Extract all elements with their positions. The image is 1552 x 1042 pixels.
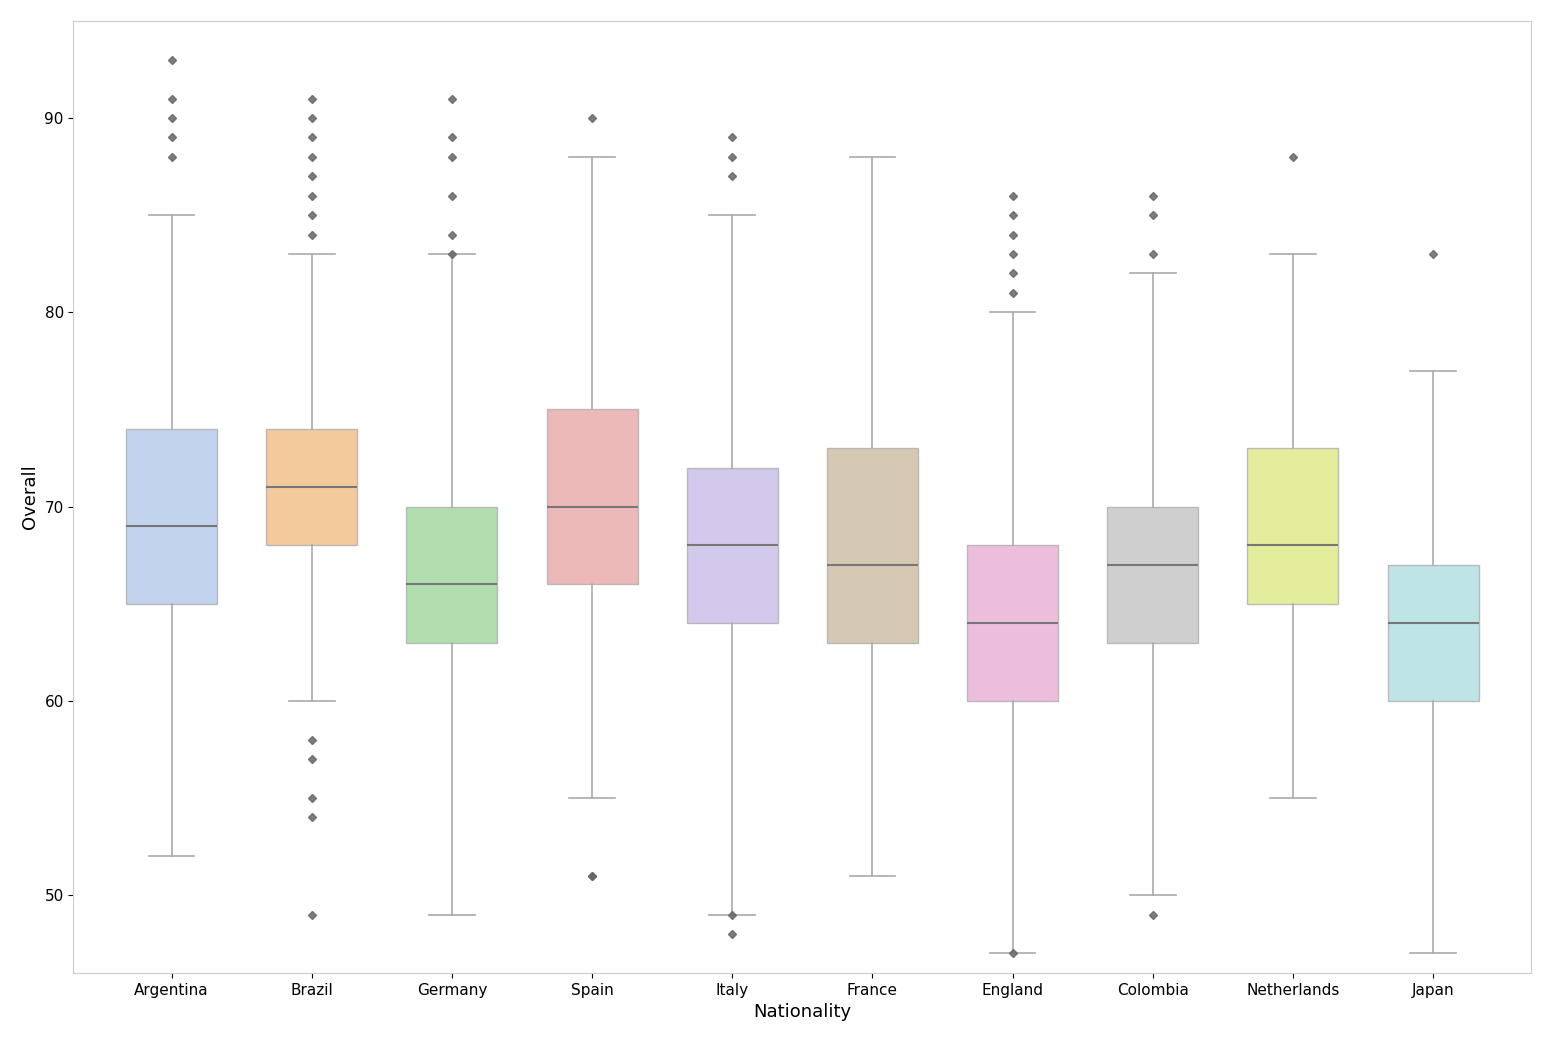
PathPatch shape <box>267 429 357 545</box>
PathPatch shape <box>827 448 917 643</box>
PathPatch shape <box>126 429 217 603</box>
PathPatch shape <box>1107 506 1198 643</box>
PathPatch shape <box>967 545 1058 701</box>
X-axis label: Nationality: Nationality <box>753 1003 852 1021</box>
PathPatch shape <box>1248 448 1338 603</box>
PathPatch shape <box>686 468 778 623</box>
PathPatch shape <box>407 506 498 643</box>
Y-axis label: Overall: Overall <box>20 465 39 529</box>
PathPatch shape <box>1387 565 1479 701</box>
PathPatch shape <box>546 410 638 585</box>
